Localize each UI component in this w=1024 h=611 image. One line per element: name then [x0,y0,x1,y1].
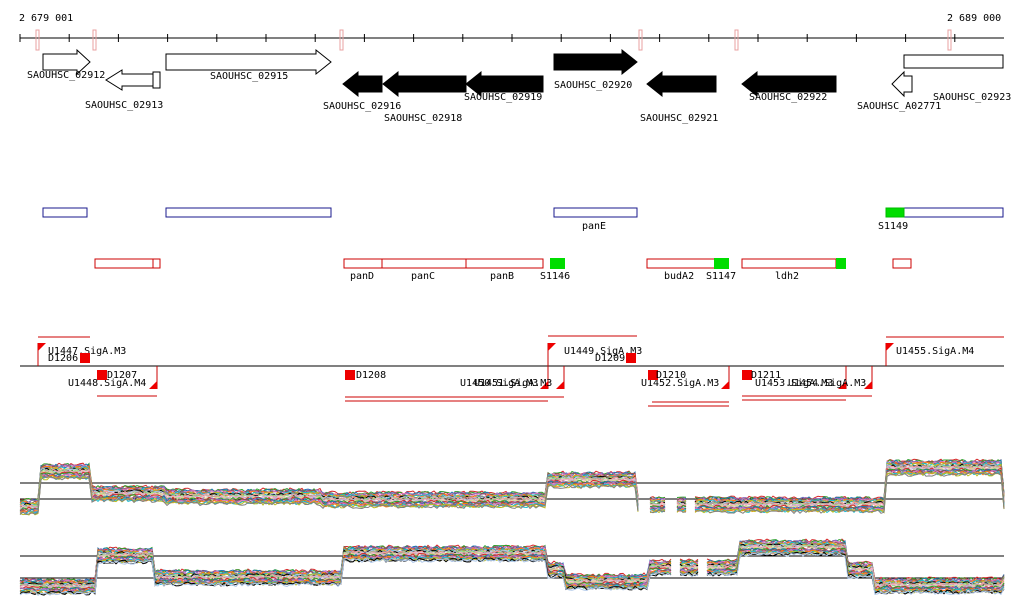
site-marker[interactable] [885,207,905,218]
feature-box[interactable] [892,258,912,269]
expression-profile [19,471,1005,516]
expression-profile [19,552,1005,596]
promoter-label: U1448.SigA.M4 [68,378,146,389]
forward-feature-track: panE S1149 [42,207,1004,232]
gene-label[interactable]: SAOUHSC_02913 [85,100,163,111]
d-marker[interactable] [626,353,636,363]
feature-box[interactable] [165,207,332,218]
gene-arrow[interactable] [382,70,467,98]
region-marker [339,29,344,51]
feature-box[interactable] [94,258,154,269]
promoter-marker[interactable] [838,366,847,389]
d-marker[interactable] [742,370,752,380]
gene-label[interactable]: SAOUHSC_A02771 [857,101,941,112]
feature-box[interactable] [465,258,544,269]
gene-arrow[interactable] [465,70,544,98]
d-marker[interactable] [648,370,658,380]
site-marker[interactable] [550,258,565,269]
gene-label[interactable]: SAOUHSC_02921 [640,113,718,124]
gene-arrow[interactable] [105,69,161,91]
feature-label: panC [411,271,435,282]
region-marker [638,29,643,51]
promoter-marker[interactable] [721,366,730,389]
feature-box[interactable] [343,258,383,269]
site-marker[interactable] [714,258,729,269]
promoter-label: U1447.SigA.M3 [48,346,126,357]
promoter-track: U1447.SigA.M3 U1449.SigA.M3 U1455.SigA.M… [20,335,1004,407]
feature-label: panD [350,271,374,282]
gene-label[interactable]: SAOUHSC_02918 [384,113,462,124]
gene-label[interactable]: SAOUHSC_02916 [323,101,401,112]
d-marker-label: D1210 [656,370,686,381]
promoter-marker[interactable] [864,366,873,389]
gene-arrow[interactable] [553,48,638,76]
promoter-label: U1455.SigA.M4 [896,346,974,357]
site-marker[interactable] [836,258,846,269]
gene-label[interactable]: SAOUHSC_02920 [554,80,632,91]
axis-start-label: 2 679 001 [19,13,73,24]
feature-label: budA2 [664,271,694,282]
d-marker-label: D1207 [107,370,137,381]
gene-arrow[interactable] [165,48,332,76]
gene-arrow[interactable] [903,54,1004,69]
gene-arrow[interactable] [891,70,913,98]
d-marker-label: D1206 [48,353,78,364]
promoter-marker[interactable] [556,366,565,389]
promoter-label: U1450.SigA.M3 [460,378,538,389]
site-label: S1146 [540,271,570,282]
promoter-label: U1452.SigA.M3 [641,378,719,389]
feature-box[interactable] [741,258,837,269]
gene-arrow[interactable] [646,70,717,98]
d-marker[interactable] [80,353,90,363]
promoter-marker[interactable] [540,366,549,389]
expression-profile [19,468,1005,513]
promoter-label: U1451.SigA.M3 [474,378,552,389]
site-label: S1149 [878,221,908,232]
region-marker [92,29,97,51]
gene-label[interactable]: SAOUHSC_02919 [464,92,542,103]
promoter-marker[interactable] [37,343,46,366]
d-marker[interactable] [345,370,355,380]
promoter-marker[interactable] [547,343,556,366]
region-marker [35,29,40,51]
promoter-label: U1454.SigA.M3 [788,378,866,389]
expression-track-reverse [19,538,1005,596]
site-label: S1147 [706,271,736,282]
region-marker [734,29,739,51]
axis-end-label: 2 689 000 [947,13,1001,24]
promoter-label: U1453.SigA.M3 [755,378,833,389]
feature-box[interactable] [42,207,88,218]
feature-box[interactable] [152,258,161,269]
feature-label: panB [490,271,514,282]
gene-label[interactable]: SAOUHSC_02912 [27,70,105,81]
gene-label[interactable]: SAOUHSC_02915 [210,71,288,82]
region-marker [947,29,952,51]
promoter-label: U1449.SigA.M3 [564,346,642,357]
d-marker[interactable] [97,370,107,380]
reverse-feature-track: panD panC panB S1146 budA2 S1147 ldh2 [94,258,912,282]
gene-arrow[interactable] [741,70,837,98]
coordinate-axis: 2 679 001 2 689 000 [19,13,1004,51]
d-marker-label: D1208 [356,370,386,381]
d-marker-label: D1211 [751,370,781,381]
feature-box[interactable] [903,207,1004,218]
feature-box[interactable] [646,258,717,269]
gene-arrow[interactable] [42,48,91,76]
promoter-marker[interactable] [149,366,158,389]
gene-label[interactable]: SAOUHSC_02923 [933,92,1011,103]
gene-label[interactable]: SAOUHSC_02922 [749,92,827,103]
gene-arrow[interactable] [342,70,383,98]
promoter-marker[interactable] [885,343,894,366]
feature-label: panE [582,221,606,232]
d-marker-label: D1209 [595,353,625,364]
expression-track-forward [19,458,1005,516]
feature-label: ldh2 [775,271,799,282]
gene-track: SAOUHSC_02912 SAOUHSC_02913 SAOUHSC_0291… [27,48,1011,124]
feature-box[interactable] [553,207,638,218]
expression-profile [19,472,1005,515]
feature-box[interactable] [381,258,467,269]
